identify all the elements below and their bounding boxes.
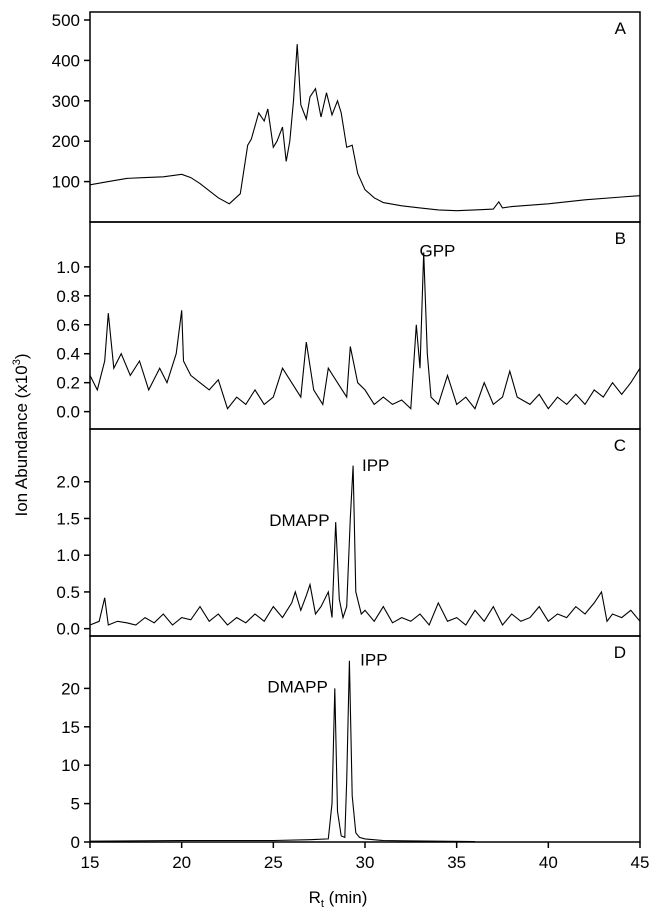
x-tick-label: 25 — [264, 853, 283, 872]
y-tick-label: 0.6 — [56, 316, 80, 335]
panel-label: A — [615, 19, 627, 38]
x-axis: 15 20 25 30 35 40 45 — [81, 842, 650, 872]
x-tick-label: 40 — [539, 853, 558, 872]
x-tick-label: 20 — [172, 853, 191, 872]
y-tick-label: 20 — [61, 679, 80, 698]
y-tick-label: 400 — [52, 51, 80, 70]
y-tick-label: 0.0 — [56, 403, 80, 422]
panel-label: B — [615, 229, 626, 248]
y-tick-label: 0.8 — [56, 287, 80, 306]
y-tick-label: 0.5 — [56, 583, 80, 602]
y-tick-label: 10 — [61, 756, 80, 775]
y-tick-label: 0.4 — [56, 345, 80, 364]
y-axis-label: Ion Abundance (x103) — [11, 353, 31, 516]
x-tick-label: 45 — [631, 853, 650, 872]
y-tick-label: 1.0 — [56, 546, 80, 565]
panel-frame — [89, 11, 641, 223]
y-tick-label: 2.0 — [56, 473, 80, 492]
y-tick-label: 1.0 — [56, 258, 80, 277]
y-tick-label: 100 — [52, 173, 80, 192]
x-tick-label: 30 — [356, 853, 375, 872]
y-tick-label: 5 — [71, 795, 80, 814]
x-tick-label: 35 — [447, 853, 466, 872]
series-line — [89, 660, 476, 843]
y-tick-label: 200 — [52, 132, 80, 151]
panel-a: 100 200 300 400 500 A — [52, 11, 641, 223]
y-tick-label: 15 — [61, 718, 80, 737]
panel-label: C — [614, 436, 626, 455]
y-tick-label: 0.0 — [56, 620, 80, 639]
peak-annotation: DMAPP — [269, 511, 329, 530]
peak-annotation: DMAPP — [267, 677, 327, 696]
y-tick-label: 300 — [52, 92, 80, 111]
series-line — [89, 465, 641, 627]
panel-label: D — [614, 643, 626, 662]
y-tick-label: 0.2 — [56, 374, 80, 393]
peak-annotation: IPP — [362, 456, 389, 475]
series-line — [89, 44, 641, 212]
panel-b: 0.0 0.2 0.4 0.6 0.8 1.0 B GPP — [56, 221, 641, 430]
peak-annotation: IPP — [360, 651, 387, 670]
x-axis-label: Rt (min) — [309, 888, 368, 910]
y-tick-label: 500 — [52, 11, 80, 30]
series-line — [89, 252, 641, 410]
y-tick-label: 1.5 — [56, 509, 80, 528]
y-tick-label: 0 — [71, 833, 80, 852]
panel-c: 0.0 0.5 1.0 1.5 2.0 C IPP DMAPP — [56, 428, 641, 639]
x-tick-label: 15 — [81, 853, 100, 872]
peak-annotation: GPP — [420, 241, 456, 260]
panel-d: 0 5 10 15 20 D IPP DMAPP — [61, 635, 641, 852]
